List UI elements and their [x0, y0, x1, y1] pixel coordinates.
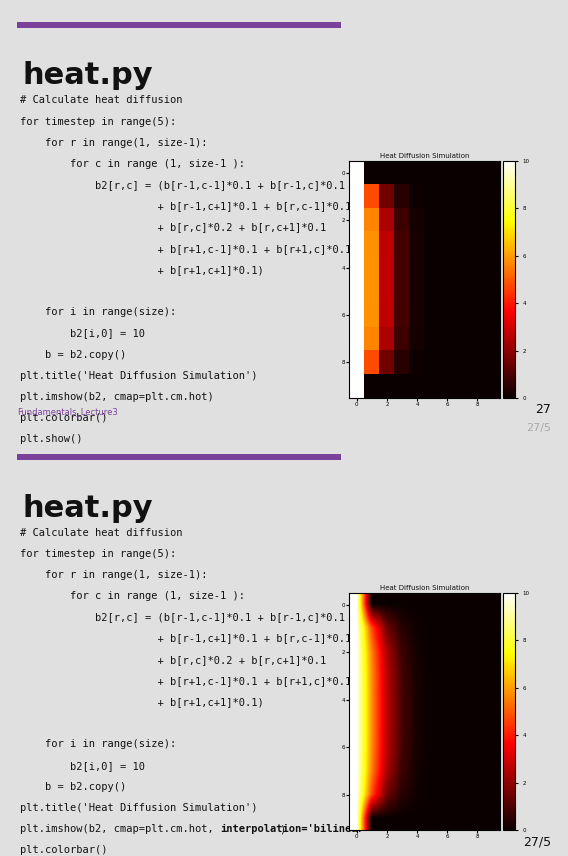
Text: for i in range(size):: for i in range(size):: [20, 307, 176, 318]
Text: plt.title('Heat Diffusion Simulation'): plt.title('Heat Diffusion Simulation'): [20, 803, 257, 813]
Bar: [17, 455, 341, 460]
Text: + b[r-1,c+1]*0.1 + b[r,c-1]*0.1: + b[r-1,c+1]*0.1 + b[r,c-1]*0.1: [20, 633, 351, 644]
Text: heat.py: heat.py: [23, 494, 153, 523]
Text: for c in range (1, size-1 ):: for c in range (1, size-1 ):: [20, 591, 245, 601]
Text: plt.colorbar(): plt.colorbar(): [20, 846, 107, 855]
Text: plt.colorbar(): plt.colorbar(): [20, 413, 107, 423]
Text: b2[i,0] = 10: b2[i,0] = 10: [20, 761, 145, 770]
Text: b2[r,c] = (b[r-1,c-1]*0.1 + b[r-1,c]*0.1: b2[r,c] = (b[r-1,c-1]*0.1 + b[r-1,c]*0.1: [20, 612, 345, 622]
Text: # Calculate heat diffusion: # Calculate heat diffusion: [20, 527, 182, 538]
Title: Heat Diffusion Simulation: Heat Diffusion Simulation: [380, 153, 469, 159]
Text: for timestep in range(5):: for timestep in range(5):: [20, 116, 176, 127]
Title: Heat Diffusion Simulation: Heat Diffusion Simulation: [380, 586, 469, 591]
Text: ): ): [279, 824, 286, 835]
Text: + b[r+1,c-1]*0.1 + b[r+1,c]*0.1: + b[r+1,c-1]*0.1 + b[r+1,c]*0.1: [20, 676, 351, 686]
Text: for c in range (1, size-1 ):: for c in range (1, size-1 ):: [20, 159, 245, 169]
Text: plt.imshow(b2, cmap=plt.cm.hot): plt.imshow(b2, cmap=plt.cm.hot): [20, 392, 214, 402]
Text: + b[r,c]*0.2 + b[r,c+1]*0.1: + b[r,c]*0.2 + b[r,c+1]*0.1: [20, 655, 326, 665]
Text: plt.imshow(b2, cmap=plt.cm.hot,: plt.imshow(b2, cmap=plt.cm.hot,: [20, 824, 220, 835]
Text: plt.title('Heat Diffusion Simulation'): plt.title('Heat Diffusion Simulation'): [20, 371, 257, 381]
Text: b2[i,0] = 10: b2[i,0] = 10: [20, 329, 145, 338]
Text: for r in range(1, size-1):: for r in range(1, size-1):: [20, 138, 207, 148]
Text: for i in range(size):: for i in range(size):: [20, 740, 176, 750]
Text: 27: 27: [535, 403, 551, 416]
Text: for r in range(1, size-1):: for r in range(1, size-1):: [20, 570, 207, 580]
Text: b = b2.copy(): b = b2.copy(): [20, 782, 126, 792]
Text: plt.show(): plt.show(): [20, 434, 82, 444]
Text: interpolation='bilinear': interpolation='bilinear': [220, 824, 370, 835]
Text: + b[r+1,c-1]*0.1 + b[r+1,c]*0.1: + b[r+1,c-1]*0.1 + b[r+1,c]*0.1: [20, 244, 351, 253]
Text: b = b2.copy(): b = b2.copy(): [20, 349, 126, 360]
Text: + b[r+1,c+1]*0.1): + b[r+1,c+1]*0.1): [20, 697, 264, 707]
Text: + b[r+1,c+1]*0.1): + b[r+1,c+1]*0.1): [20, 265, 264, 275]
Text: Fundamentals_Lecture3: Fundamentals_Lecture3: [17, 407, 118, 416]
Text: 27/5: 27/5: [526, 423, 551, 433]
Text: heat.py: heat.py: [23, 62, 153, 91]
Bar: [17, 22, 341, 27]
Text: + b[r,c]*0.2 + b[r,c+1]*0.1: + b[r,c]*0.2 + b[r,c+1]*0.1: [20, 223, 326, 233]
Text: for timestep in range(5):: for timestep in range(5):: [20, 549, 176, 559]
Text: + b[r-1,c+1]*0.1 + b[r,c-1]*0.1: + b[r-1,c+1]*0.1 + b[r,c-1]*0.1: [20, 201, 351, 211]
Text: b2[r,c] = (b[r-1,c-1]*0.1 + b[r-1,c]*0.1: b2[r,c] = (b[r-1,c-1]*0.1 + b[r-1,c]*0.1: [20, 180, 345, 190]
Text: # Calculate heat diffusion: # Calculate heat diffusion: [20, 95, 182, 105]
Text: 27/5: 27/5: [523, 835, 551, 848]
